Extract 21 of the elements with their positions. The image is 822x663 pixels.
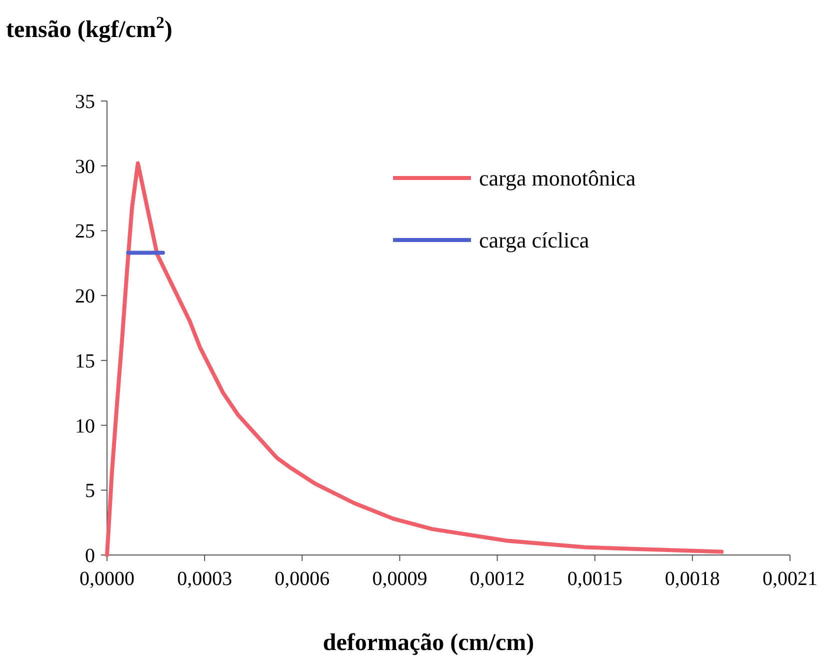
y-tick-label: 20 (75, 286, 95, 308)
x-tick-label: 0,0006 (274, 568, 330, 590)
y-tick-label: 30 (75, 156, 95, 178)
x-tick-label: 0,0000 (80, 568, 134, 590)
y-tick-label: 15 (75, 350, 95, 372)
x-tick-label: 0,0012 (470, 568, 525, 590)
x-tick-label: 0,0018 (664, 568, 720, 590)
legend-label: carga cíclica (479, 228, 590, 253)
x-tick-label: 0,0015 (567, 568, 622, 590)
y-tick-label: 25 (75, 220, 95, 243)
legend-label: carga monotônica (479, 166, 636, 191)
x-tick-label: 0,0021 (762, 568, 818, 590)
y-tick-label: 5 (85, 480, 95, 502)
y-tick-label: 35 (75, 91, 95, 113)
x-axis-title: deformação (cm/cm) (322, 630, 534, 656)
y-tick-label: 10 (75, 415, 95, 438)
line-series (105, 161, 724, 557)
y-tick-label: 0 (85, 545, 95, 567)
y-axis-title: tensão (kgf/cm$^{2}$) (6, 12, 172, 43)
x-tick-label: 0,0003 (177, 568, 232, 590)
x-tick-label: 0,0009 (372, 568, 428, 590)
